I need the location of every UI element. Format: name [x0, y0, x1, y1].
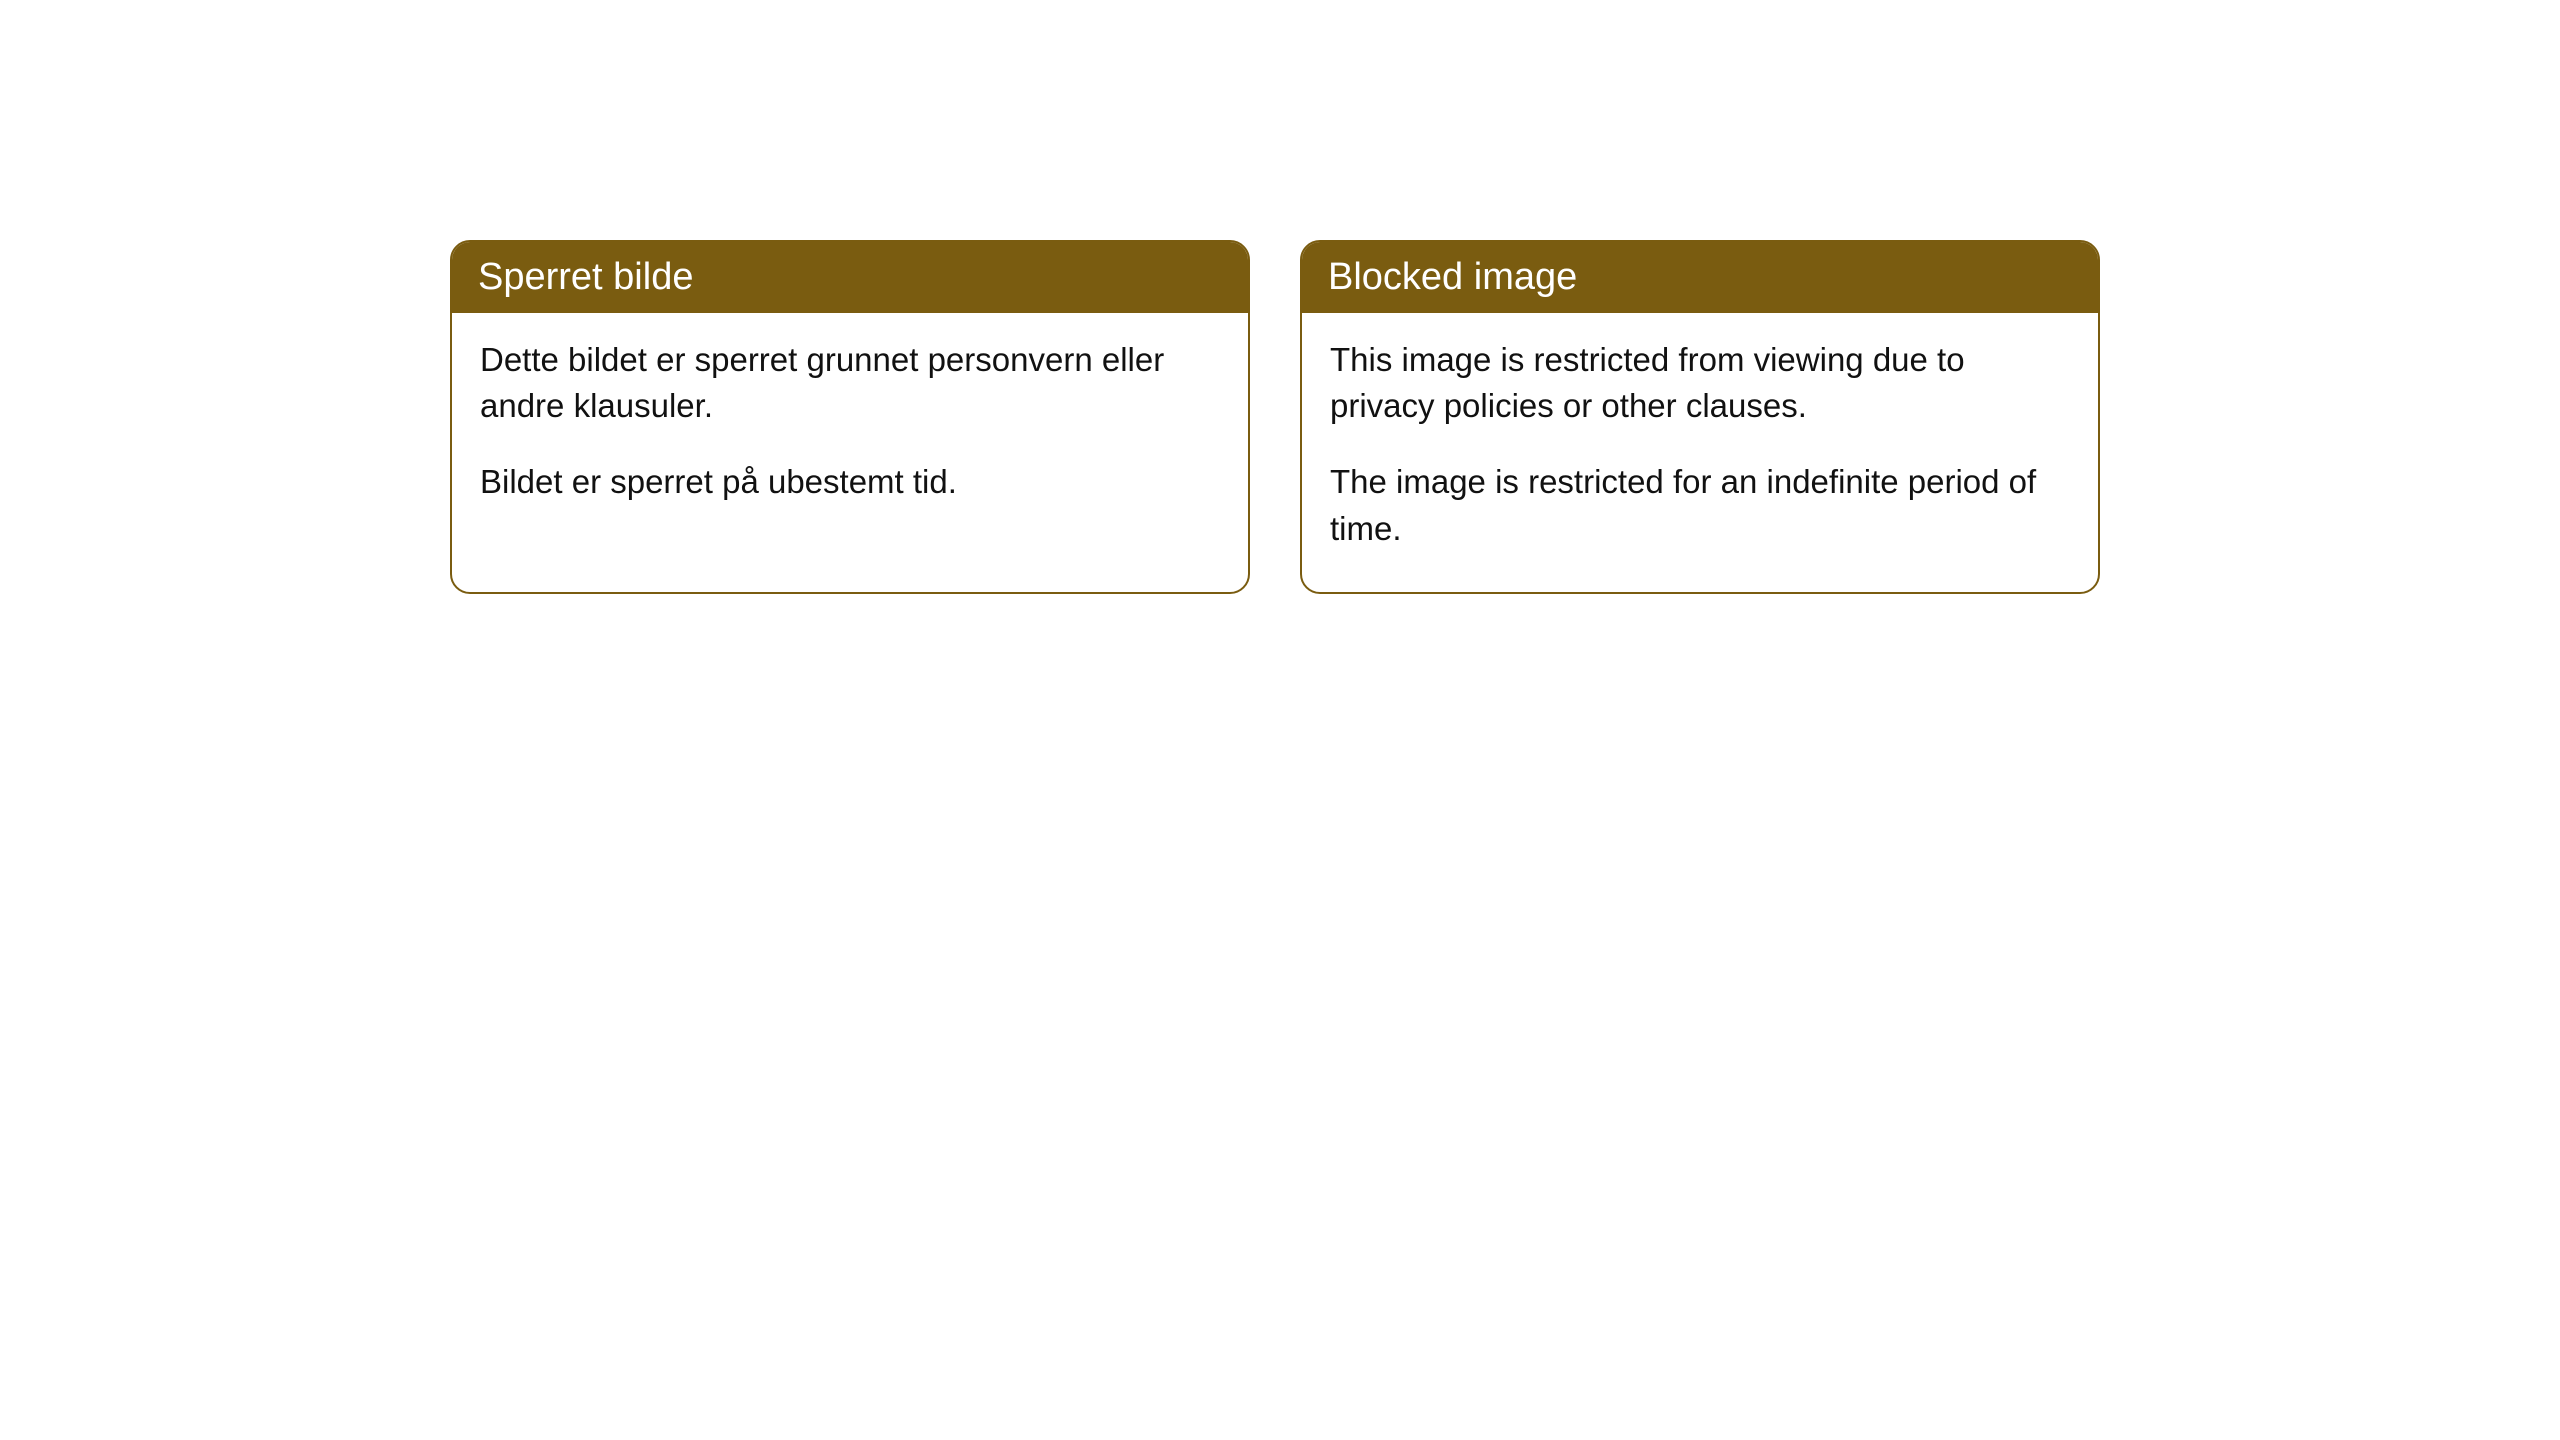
card-paragraph-2-norwegian: Bildet er sperret på ubestemt tid.: [480, 459, 1220, 505]
blocked-image-card-english: Blocked image This image is restricted f…: [1300, 240, 2100, 594]
card-paragraph-1-norwegian: Dette bildet er sperret grunnet personve…: [480, 337, 1220, 429]
card-title-norwegian: Sperret bilde: [478, 256, 693, 298]
card-header-norwegian: Sperret bilde: [452, 242, 1248, 313]
card-header-english: Blocked image: [1302, 242, 2098, 313]
card-body-english: This image is restricted from viewing du…: [1302, 313, 2098, 592]
blocked-image-card-norwegian: Sperret bilde Dette bildet er sperret gr…: [450, 240, 1250, 594]
notice-container: Sperret bilde Dette bildet er sperret gr…: [0, 0, 2560, 594]
card-paragraph-1-english: This image is restricted from viewing du…: [1330, 337, 2070, 429]
card-body-norwegian: Dette bildet er sperret grunnet personve…: [452, 313, 1248, 546]
card-paragraph-2-english: The image is restricted for an indefinit…: [1330, 459, 2070, 551]
card-title-english: Blocked image: [1328, 256, 1577, 298]
